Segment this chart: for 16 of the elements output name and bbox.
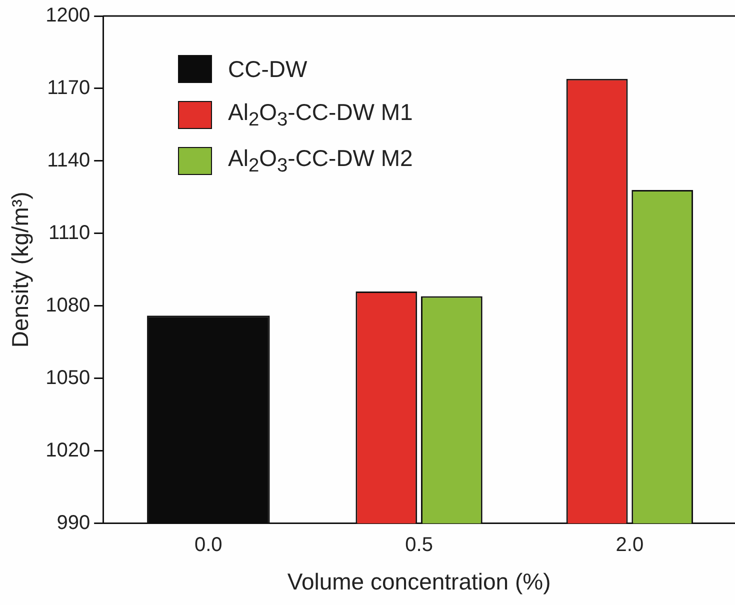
y-tick-label: 990 (56, 512, 90, 534)
y-tick-label: 1110 (48, 222, 90, 244)
x-tick-label: 0.5 (405, 534, 433, 556)
x-axis-title: Volume concentration (%) (287, 568, 551, 595)
y-tick-label: 1050 (46, 366, 90, 389)
legend-label: Al$_{2}$O$_{3}$-CC-DW M2 (228, 144, 413, 178)
y-axis-title: Density (kg/m³) (7, 192, 34, 348)
legend-label: CC-DW (228, 56, 308, 82)
x-tick-label: 0.0 (194, 534, 222, 556)
legend-label: Al$_{2}$O$_{3}$-CC-DW M1 (228, 98, 413, 132)
y-tick-label: 1020 (46, 439, 90, 462)
x-tick-label: 2.0 (616, 534, 644, 556)
y-tick-label: 1080 (46, 294, 90, 316)
y-tick-label: 1200 (46, 4, 90, 27)
y-tick-label: 1140 (47, 149, 90, 172)
y-tick-label: 1170 (47, 77, 90, 99)
